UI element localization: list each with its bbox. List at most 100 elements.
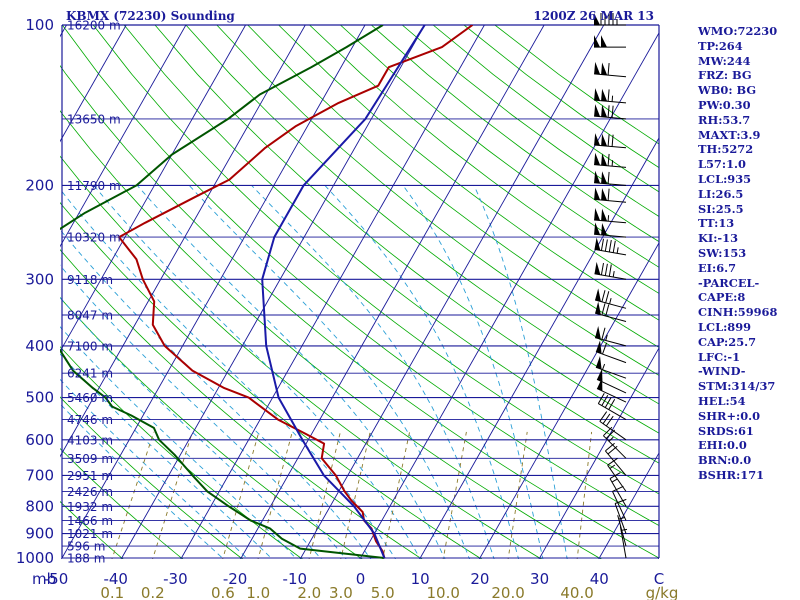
mixing-ratio-label: 40.0: [560, 584, 593, 600]
wind-barb: [594, 288, 627, 309]
chart-title-time: 1200Z 26 MAR 13: [533, 9, 654, 23]
mixing-ratio-line: [382, 431, 411, 559]
barb-shaft: [594, 299, 627, 309]
mixing-ratio-line: [576, 431, 593, 559]
barb-half: [611, 478, 618, 483]
height-label: 13650 m: [67, 112, 121, 126]
barb-flag: [594, 35, 600, 48]
isotherm: [0, 25, 7, 569]
indices-panel: WMO:72230 TP:264 MW:244 FRZ: BG WB0: BG PW:0.…: [698, 24, 798, 483]
barb-half: [618, 517, 625, 520]
dry-adiabat: [60, 249, 423, 559]
index-item: SW:153: [698, 245, 747, 260]
isotherm: [60, 25, 306, 458]
isotherm: [60, 25, 246, 353]
wind-barb: [596, 377, 627, 403]
wind-barb: [603, 426, 627, 459]
isotherm: [240, 25, 545, 559]
barb-shaft: [612, 491, 627, 521]
barb-shaft: [619, 526, 627, 559]
barb-flag: [594, 88, 601, 101]
dry-adiabat: [154, 25, 659, 434]
index-item: WMO:72230: [698, 24, 778, 38]
barb-full: [600, 263, 604, 276]
profile-line-2: [261, 25, 426, 559]
chart-title-station: KBMX (72230) Sounding: [66, 9, 235, 23]
moist-adiabat: [60, 188, 396, 559]
dry-adiabat: [340, 25, 659, 268]
height-label: 5460 m: [67, 391, 113, 405]
height-label: 16200 m: [67, 19, 121, 33]
index-item: SHR+:0.0: [698, 408, 761, 423]
mixing-ratio-label: 1.0: [246, 584, 270, 600]
temperature-unit-label: C: [654, 570, 664, 588]
temperature-tick-label: 0: [356, 570, 366, 588]
barb-flag: [601, 188, 608, 201]
barb-full: [604, 239, 608, 252]
moist-adiabat: [60, 403, 225, 559]
barb-full: [604, 396, 612, 408]
barb-flag: [594, 187, 601, 200]
index-item: TP:264: [698, 38, 743, 53]
barb-shaft: [595, 351, 627, 364]
mixing-ratio-label: 3.0: [329, 584, 353, 600]
barb-shaft: [609, 478, 627, 507]
barb-shaft: [594, 198, 627, 203]
profile-line-1: [60, 25, 385, 559]
height-label: 4746 m: [67, 413, 113, 427]
moist-adiabat: [324, 185, 520, 559]
barb-full: [611, 105, 614, 118]
barb-full: [603, 426, 613, 437]
barb-shaft: [594, 219, 627, 224]
index-item: FRZ: BG: [698, 68, 752, 83]
isotherm: [60, 25, 67, 38]
profile-line-0: [118, 25, 474, 559]
barb-full: [604, 263, 608, 276]
dry-adiabat: [60, 500, 124, 559]
barb-full: [612, 485, 624, 492]
index-item: L57:1.0: [698, 157, 746, 172]
barb-flag: [601, 153, 608, 166]
height-label: 7100 m: [67, 339, 113, 353]
mixing-ratio-label: 10.0: [426, 584, 459, 600]
barb-half: [602, 363, 606, 370]
index-item: EHI:0.0: [698, 438, 747, 453]
index-item: KI:-13: [698, 231, 739, 246]
barb-half: [607, 215, 610, 222]
barb-full: [605, 442, 615, 452]
barb-half: [608, 436, 614, 442]
height-label: 9118 m: [67, 273, 113, 287]
barb-full: [602, 342, 608, 355]
dry-adiabat: [60, 396, 244, 559]
barb-flag: [601, 88, 608, 102]
dry-adiabat: [60, 346, 303, 559]
dry-adiabat: [123, 25, 659, 464]
barb-full: [607, 445, 618, 455]
barb-shaft: [594, 164, 627, 168]
barb-flag: [601, 35, 607, 48]
barb-full: [607, 171, 610, 184]
barb-full: [601, 327, 606, 340]
moist-adiabat: [402, 185, 544, 559]
mixing-ratio-label: 2.0: [297, 584, 321, 600]
barb-flag: [601, 62, 608, 75]
height-label: 3509 m: [67, 452, 113, 466]
wind-barb: [594, 170, 627, 186]
barb-full: [605, 304, 610, 317]
barb-flag: [594, 13, 600, 25]
barb-full: [605, 291, 610, 303]
barb-full: [611, 134, 614, 147]
barb-flag: [595, 326, 601, 340]
index-item: CINH:59968: [698, 305, 778, 320]
barb-shaft: [594, 73, 627, 78]
barb-full: [607, 89, 610, 102]
barb-flag: [601, 104, 608, 118]
pressure-tick-label: 1000: [16, 549, 54, 567]
temperature-tick-label: 30: [530, 570, 549, 588]
moist-adiabat-lines: [60, 185, 568, 559]
dry-adiabat: [309, 25, 659, 294]
wind-barb: [594, 61, 627, 78]
dry-adiabat: [61, 25, 659, 527]
index-item: WB0: BG: [698, 83, 757, 98]
barb-full: [608, 264, 612, 277]
